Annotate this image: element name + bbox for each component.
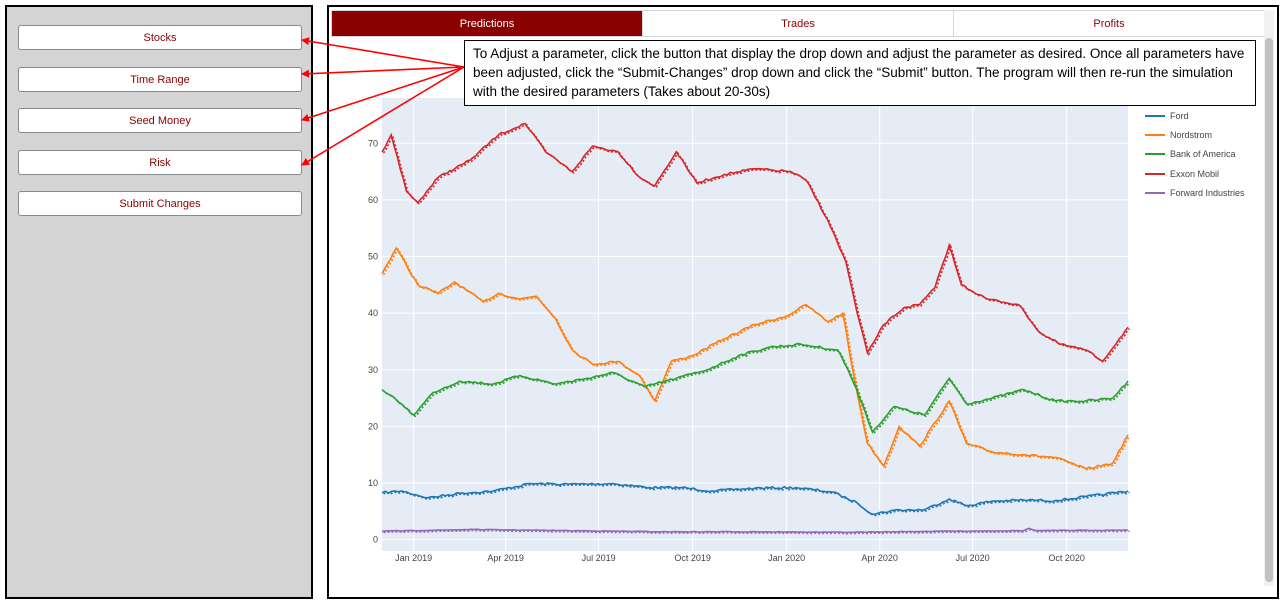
x-tick-label: Jan 2020: [768, 553, 805, 563]
series-line-bank-of-america-predicted: [382, 343, 1131, 435]
scrollbar-thumb[interactable]: [1265, 38, 1273, 582]
legend-label-bank-of-america: Bank of America: [1170, 149, 1236, 160]
annotation-arrow: [301, 66, 465, 78]
x-tick-label: Oct 2019: [674, 553, 711, 563]
control-panel: Stocks Time Range Seed Money Risk Submit…: [5, 5, 313, 599]
series-line-ford-actual: [381, 482, 1129, 515]
vertical-scrollbar[interactable]: [1264, 10, 1274, 586]
series-lines: [381, 122, 1131, 535]
series-line-exxon-mobil-actual: [381, 122, 1129, 363]
x-tick-label: Jul 2020: [956, 553, 990, 563]
y-tick-label: 70: [368, 138, 378, 148]
tab-bar: Predictions Trades Profits: [331, 10, 1265, 37]
legend-item-exxon-mobil[interactable]: Exxon Mobil: [1145, 164, 1245, 183]
instruction-text: To Adjust a parameter, click the button …: [473, 46, 1245, 99]
x-tick-label: Jul 2019: [582, 553, 616, 563]
x-tick-label: Oct 2020: [1048, 553, 1085, 563]
annotation-arrow: [301, 37, 465, 68]
legend-label-forward-industries: Forward Industries: [1170, 188, 1245, 199]
x-tick-label: Apr 2019: [487, 553, 524, 563]
x-tick-label: Apr 2020: [861, 553, 898, 563]
series-line-forward-industries-actual: [381, 527, 1129, 534]
series-line-ford-predicted: [383, 483, 1130, 517]
chart-legend: Ford Nordstrom Bank of America Exxon Mob…: [1145, 106, 1245, 203]
y-tick-label: 60: [368, 195, 378, 205]
y-tick-label: 50: [368, 252, 378, 262]
annotation-arrows: [301, 37, 465, 166]
legend-swatch-forward-industries: [1145, 192, 1165, 195]
legend-swatch-exxon-mobil: [1145, 172, 1165, 175]
legend-item-forward-industries[interactable]: Forward Industries: [1145, 184, 1245, 203]
time-range-button[interactable]: Time Range: [18, 67, 302, 92]
legend-label-nordstrom: Nordstrom: [1170, 130, 1213, 141]
tab-profits[interactable]: Profits: [954, 11, 1264, 36]
y-tick-label: 40: [368, 308, 378, 318]
x-tick-label: Jan 2019: [395, 553, 432, 563]
legend-item-bank-of-america[interactable]: Bank of America: [1145, 145, 1245, 164]
series-line-exxon-mobil-predicted: [382, 123, 1131, 364]
series-line-nordstrom-actual: [381, 246, 1129, 470]
legend-swatch-bank-of-america: [1145, 153, 1165, 156]
y-tick-label: 30: [368, 365, 378, 375]
series-line-bank-of-america-actual: [381, 342, 1129, 434]
legend-swatch-nordstrom: [1145, 134, 1165, 137]
legend-label-ford: Ford: [1170, 110, 1189, 121]
y-tick-label: 10: [368, 478, 378, 488]
legend-item-nordstrom[interactable]: Nordstrom: [1145, 125, 1245, 144]
legend-item-ford[interactable]: Ford: [1145, 106, 1245, 125]
submit-changes-button[interactable]: Submit Changes: [18, 191, 302, 216]
annotation-arrow: [301, 66, 465, 122]
y-tick-label: 20: [368, 421, 378, 431]
gridlines: [382, 98, 1128, 551]
legend-swatch-ford: [1145, 114, 1165, 117]
series-line-forward-industries-predicted: [383, 528, 1130, 535]
annotation-arrow: [301, 66, 465, 166]
axis-ticks: 0 10 20 30 40 50 60 70 Jan 2019 Apr 2019 Jul 2019 O…: [368, 138, 1085, 563]
instruction-callout: To Adjust a parameter, click the button …: [464, 40, 1256, 106]
tab-trades[interactable]: Trades: [643, 11, 954, 36]
tab-predictions[interactable]: Predictions: [332, 11, 643, 36]
risk-button[interactable]: Risk: [18, 150, 302, 175]
legend-label-exxon-mobil: Exxon Mobil: [1170, 168, 1220, 179]
y-tick-label: 0: [373, 535, 378, 545]
stocks-button[interactable]: Stocks: [18, 25, 302, 50]
series-line-nordstrom-predicted: [382, 247, 1131, 472]
seed-money-button[interactable]: Seed Money: [18, 108, 302, 133]
